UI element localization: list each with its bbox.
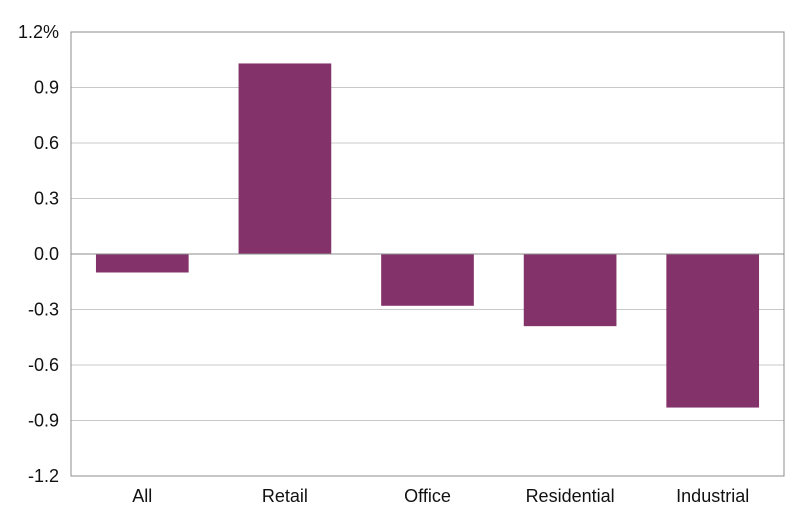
plot-frame <box>70 31 785 477</box>
y-tick-label: -1.2 <box>28 466 59 486</box>
y-tick-label: 0.0 <box>34 244 59 264</box>
gridlines <box>71 87 784 421</box>
bar-residential <box>523 254 617 327</box>
y-tick-label: -0.6 <box>28 355 59 375</box>
bar-all <box>95 254 189 273</box>
y-tick-label: 0.9 <box>34 78 59 98</box>
y-axis-labels: 1.2% 0.9 0.6 0.3 0.0 -0.3 -0.6 -0.9 -1.2 <box>18 22 59 486</box>
x-axis-labels: All Retail Office Residential Industrial <box>132 486 749 506</box>
x-tick-label: All <box>132 486 152 506</box>
y-tick-label: 0.6 <box>34 133 59 153</box>
x-tick-label: Office <box>404 486 451 506</box>
bar-industrial <box>666 254 760 408</box>
y-tick-label: 0.3 <box>34 189 59 209</box>
y-tick-label: -0.9 <box>28 411 59 431</box>
x-tick-label: Industrial <box>676 486 749 506</box>
x-tick-label: Residential <box>526 486 615 506</box>
y-tick-label: 1.2% <box>18 22 59 42</box>
bars <box>95 63 760 408</box>
bar-retail <box>238 63 332 255</box>
y-tick-label: -0.3 <box>28 300 59 320</box>
x-tick-label: Retail <box>262 486 308 506</box>
bar-office <box>381 254 474 306</box>
